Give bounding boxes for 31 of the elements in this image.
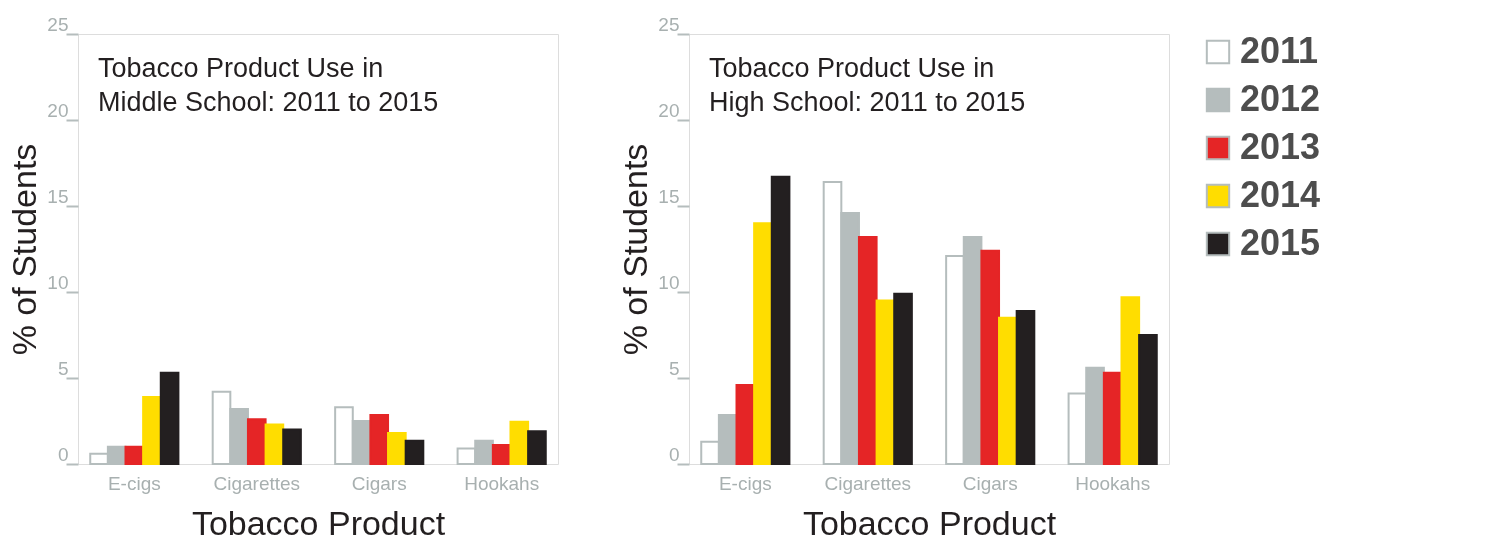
text: Tobacco Product Use in Middle School: 2011 to 2015 [98, 53, 439, 117]
legend-label: 2012 [1240, 78, 1321, 119]
y-tick-label: 20 [47, 99, 69, 121]
x-tick-label: Hookahs [1075, 472, 1151, 494]
y-tick-label: 15 [47, 185, 69, 207]
y-tick-label: 5 [668, 357, 680, 379]
y-tick-label: 20 [658, 99, 680, 121]
x-tick-label: Cigars [962, 472, 1018, 494]
x-axis-title: Tobacco Product [191, 503, 446, 542]
y-tick-label: 25 [658, 13, 680, 35]
x-tick-label: E-cigs [718, 472, 772, 494]
legend-label: 2014 [1240, 174, 1321, 215]
y-tick-label: 5 [57, 357, 69, 379]
y-tick-label: 10 [658, 271, 680, 293]
y-tick-label: 15 [658, 185, 680, 207]
y-axis-title: % of Students [616, 143, 655, 356]
legend-label: 2013 [1240, 126, 1321, 167]
y-axis-title: % of Students [5, 143, 44, 356]
legend-label: 2011 [1240, 30, 1319, 71]
legend-label: 2015 [1240, 222, 1321, 263]
x-axis-title: Tobacco Product [802, 503, 1057, 542]
x-tick-label: Cigarettes [824, 472, 912, 494]
x-tick-label: Hookahs [464, 472, 540, 494]
text: Tobacco Product Use in High School: 2011 to 2015 [709, 53, 1026, 117]
y-tick-label: 10 [47, 271, 69, 293]
x-tick-label: E-cigs [107, 472, 161, 494]
y-tick-label: 0 [668, 443, 680, 465]
x-tick-label: Cigarettes [213, 472, 301, 494]
x-tick-label: Cigars [351, 472, 407, 494]
y-tick-label: 25 [47, 13, 69, 35]
y-tick-label: 0 [57, 443, 69, 465]
